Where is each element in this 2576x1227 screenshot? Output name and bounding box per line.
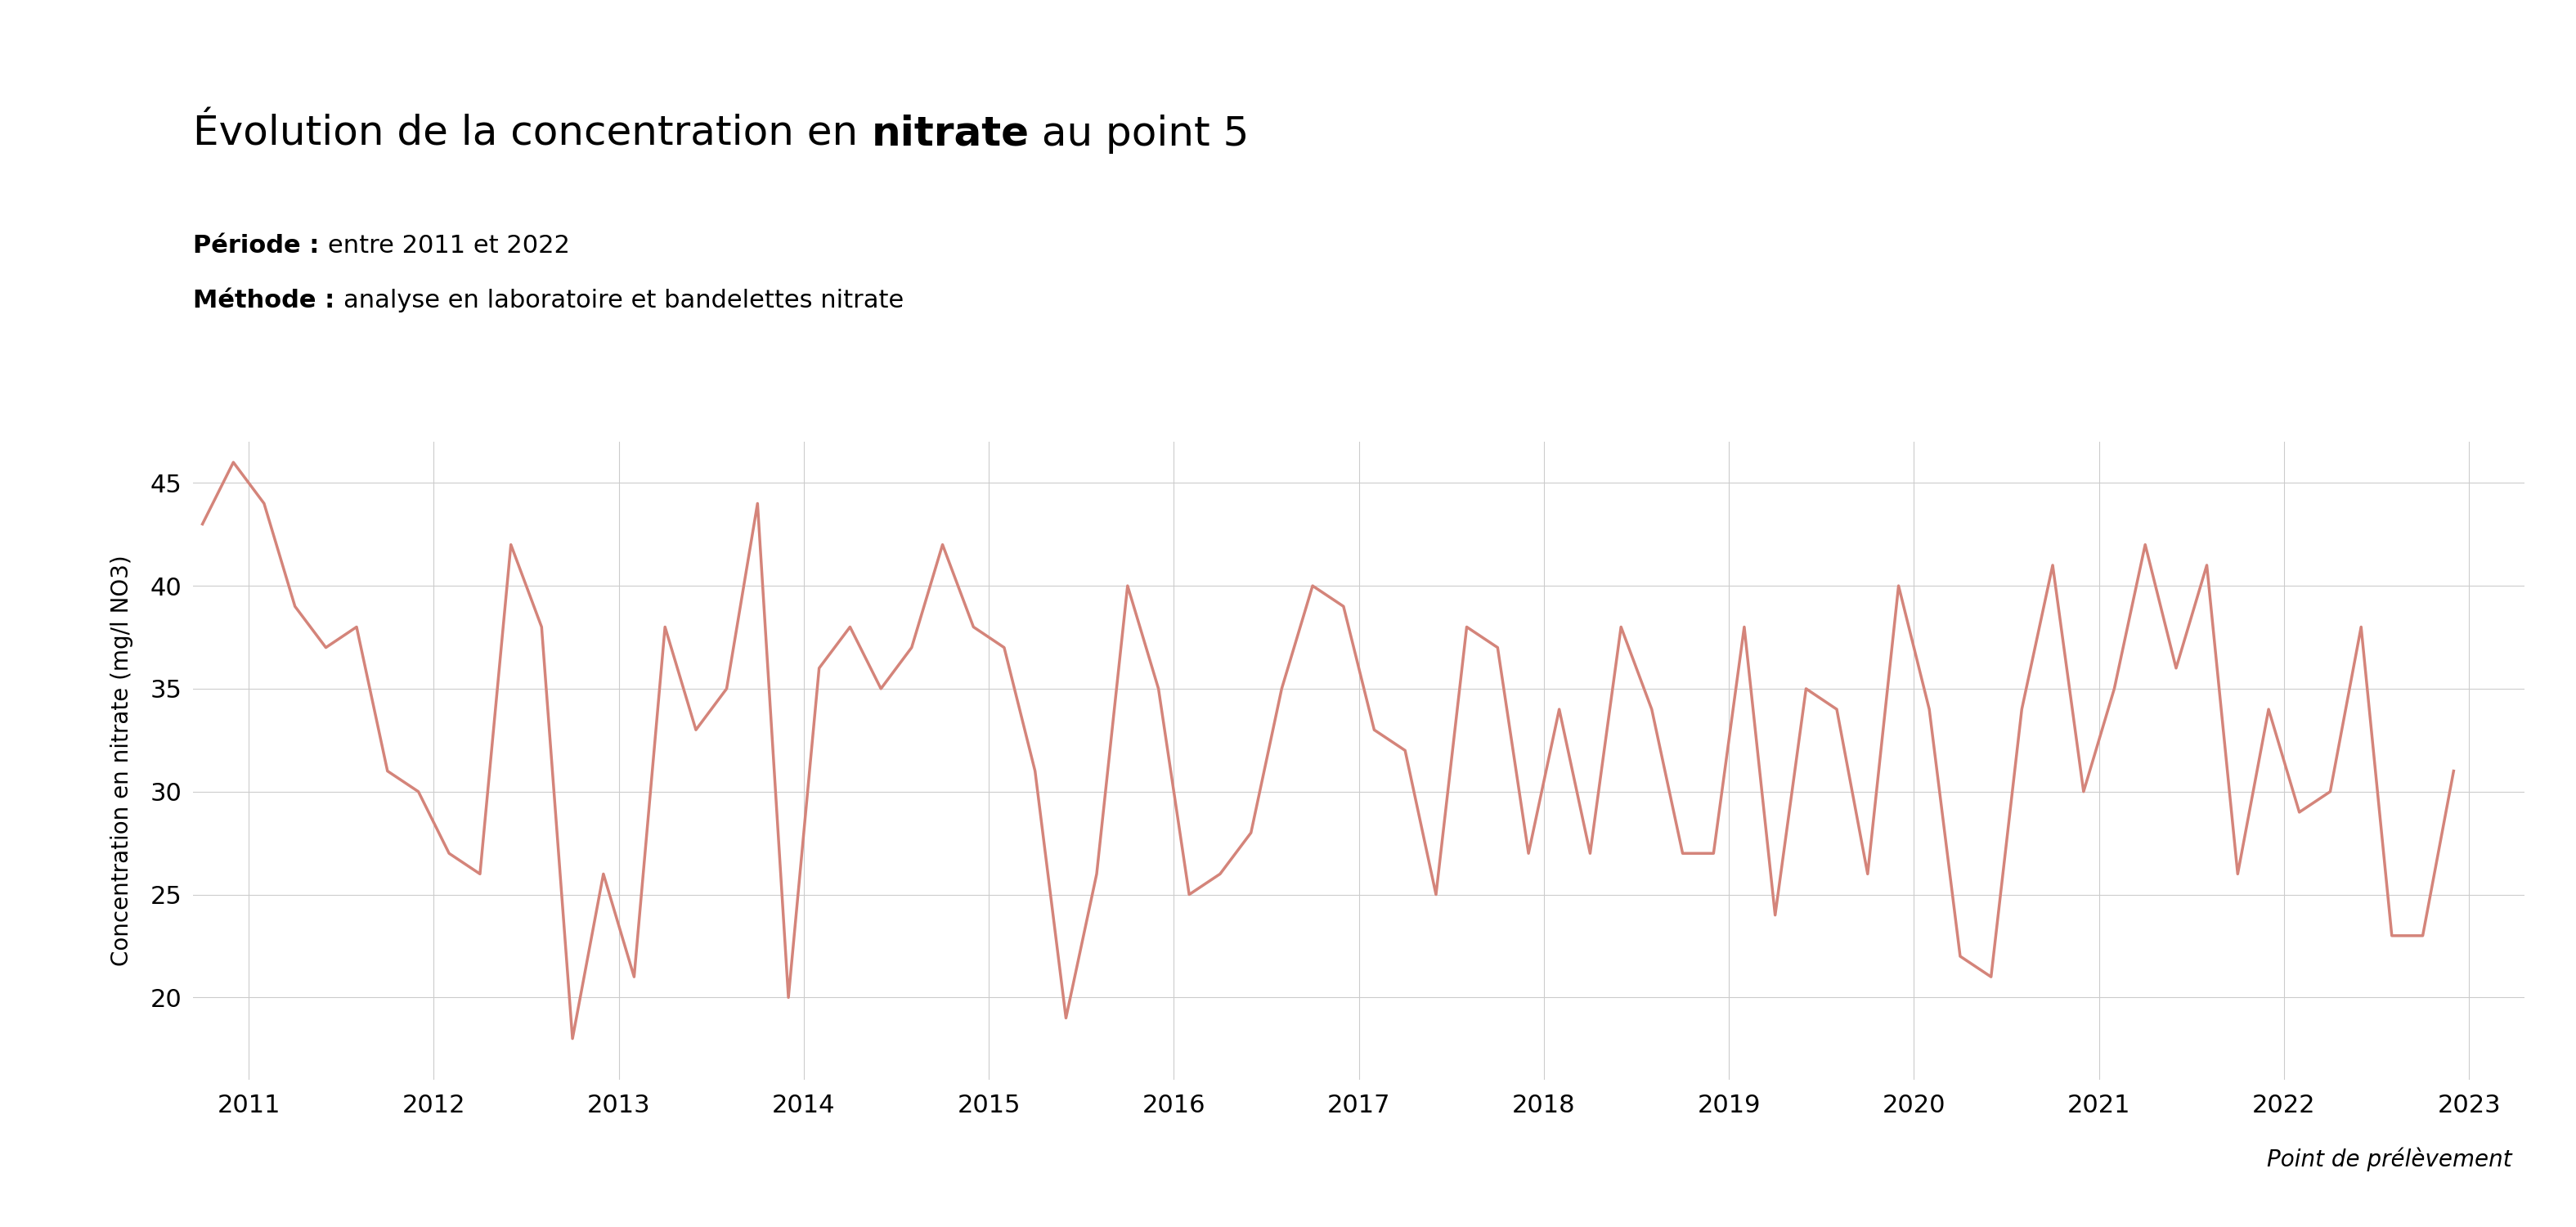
Text: Méthode :: Méthode : — [193, 290, 343, 313]
Text: nitrate: nitrate — [871, 114, 1028, 153]
Text: analyse en laboratoire et bandelettes nitrate: analyse en laboratoire et bandelettes ni… — [343, 290, 904, 313]
Text: entre 2011 et 2022: entre 2011 et 2022 — [327, 234, 569, 258]
Text: Point de prélèvement: Point de prélèvement — [2267, 1147, 2512, 1172]
Text: Évolution de la concentration en: Évolution de la concentration en — [193, 114, 871, 153]
Y-axis label: Concentration en nitrate (mg/l NO3): Concentration en nitrate (mg/l NO3) — [111, 555, 134, 967]
Text: au point 5: au point 5 — [1028, 114, 1249, 153]
Text: Période :: Période : — [193, 234, 327, 258]
